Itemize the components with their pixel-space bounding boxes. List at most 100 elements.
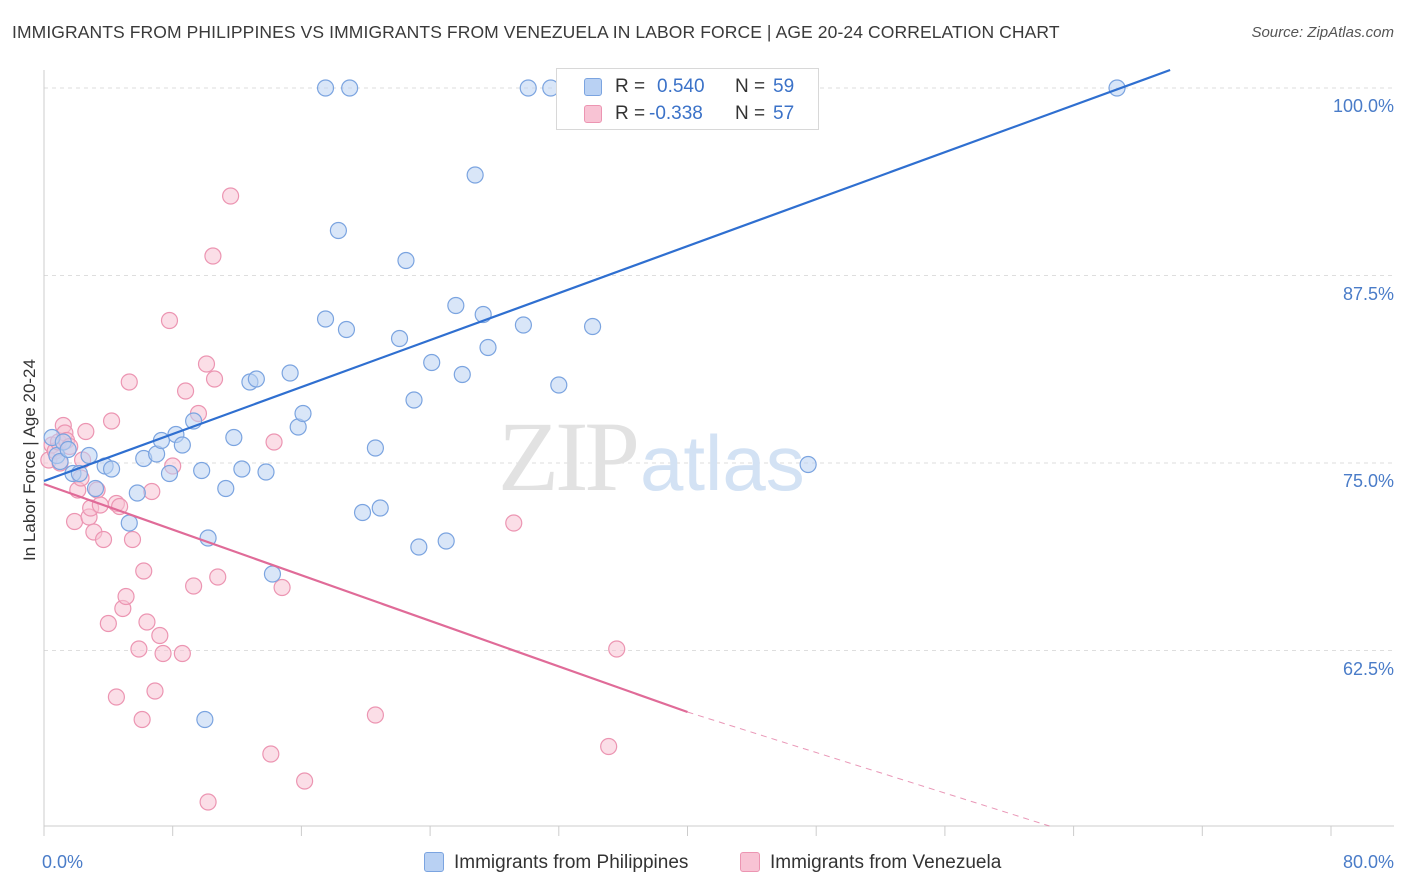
philippines-point [102,460,121,478]
y-tick-label: 100.0% [1332,96,1394,116]
philippines-point [193,461,211,480]
r-label: R = [615,76,646,97]
philippines-point [263,565,282,583]
philippines-point [550,376,568,394]
pink-swatch-icon [740,852,760,872]
philippines-point [341,79,359,97]
venezuela-point [138,613,156,631]
venezuela-point [102,412,121,430]
y-tick-label: 75.0% [1342,471,1394,491]
stats-box: R = 0.540 N = 59 R = -0.338 N = 57 [556,68,819,130]
philippines-point [316,310,335,328]
venezuela-point [117,587,135,606]
philippines-point [337,320,356,339]
venezuela-point [296,772,314,790]
venezuela-point [505,514,523,532]
philippines-point [281,364,299,382]
philippines-point [128,484,146,502]
stats-row-venezuela: R = -0.338 N = 57 [557,102,818,128]
venezuela-point [154,644,172,663]
venezuela-point [176,382,195,400]
philippines-point [353,503,372,522]
philippines-points [43,79,1126,729]
watermark-zip: ZIP [498,401,636,512]
venezuela-point [185,577,203,595]
n-label: N = [735,76,766,97]
philippines-point [80,446,98,465]
blue-swatch-icon [584,78,602,96]
philippines-point [160,464,179,483]
venezuela-point [123,530,142,549]
philippines-point [453,365,471,384]
watermark: ZIP atlas [498,401,805,512]
philippines-point [173,436,191,454]
n-value: 57 [773,103,795,124]
venezuela-point [133,710,151,729]
venezuela-point [600,737,618,756]
philippines-point [447,296,465,315]
y-tick-label: 62.5% [1342,658,1394,679]
pink-swatch-icon [584,105,602,123]
philippines-point [196,710,214,729]
philippines-point [257,463,275,481]
philippines-point [366,439,385,457]
source-label: Source: ZipAtlas.com [1251,24,1394,41]
philippines-point [519,79,537,97]
venezuela-point [130,640,148,658]
n-value: 59 [773,76,795,97]
venezuela-point [120,373,138,391]
philippines-point [233,460,251,478]
legend-label: Immigrants from Venezuela [770,852,1002,873]
philippines-point [120,514,138,532]
philippines-point [437,532,455,550]
trend-lines [43,68,1171,827]
venezuela-point [273,578,291,597]
venezuela-point [608,640,626,658]
venezuela-point [205,370,224,388]
y-tick-label: 87.5% [1342,283,1394,304]
philippines-point [316,79,335,97]
venezuela-point [197,355,216,373]
venezuela-point [151,626,169,645]
philippines-point [225,428,243,447]
r-label: R = [615,103,646,124]
blue-swatch-icon [424,852,444,872]
venezuela-point [199,793,217,811]
philippines-point [514,316,533,334]
venezuela-point [209,568,227,586]
philippines-point [390,329,409,348]
venezuela-point [77,422,95,441]
philippines-point [371,499,389,517]
chart-title: IMMIGRANTS FROM PHILIPPINES VS IMMIGRANT… [12,22,1060,42]
philippines-point [583,317,602,336]
x-tick-label-min: 0.0% [42,852,84,872]
philippines-point [466,166,484,184]
venezuela-point [173,644,191,663]
legend-item-philippines[interactable]: Immigrants from Philippines [424,852,688,876]
venezuela-point [94,530,113,549]
philippines-trend-line [43,68,1171,483]
venezuela-point [146,682,164,700]
venezuela-point [99,614,117,633]
philippines-point [329,221,348,240]
y-axis-label: In Labor Force | Age 20-24 [20,359,39,561]
philippines-point [294,404,312,423]
philippines-point [479,338,497,357]
philippines-point [217,479,235,498]
r-value: 0.540 [657,76,705,97]
x-tick-label-max: 80.0% [1342,852,1394,872]
venezuela-point [143,482,161,501]
venezuela-point [222,187,240,205]
venezuela-point [262,745,280,763]
philippines-point [799,455,817,474]
philippines-point [410,538,428,556]
venezuela-point [135,562,153,580]
legend-label: Immigrants from Philippines [454,852,689,873]
venezuela-trend-line [43,482,688,714]
philippines-point [405,391,423,409]
legend-item-venezuela[interactable]: Immigrants from Venezuela [740,852,1001,876]
venezuela-point [265,433,283,451]
philippines-point [86,479,105,498]
venezuela-point [204,247,222,265]
